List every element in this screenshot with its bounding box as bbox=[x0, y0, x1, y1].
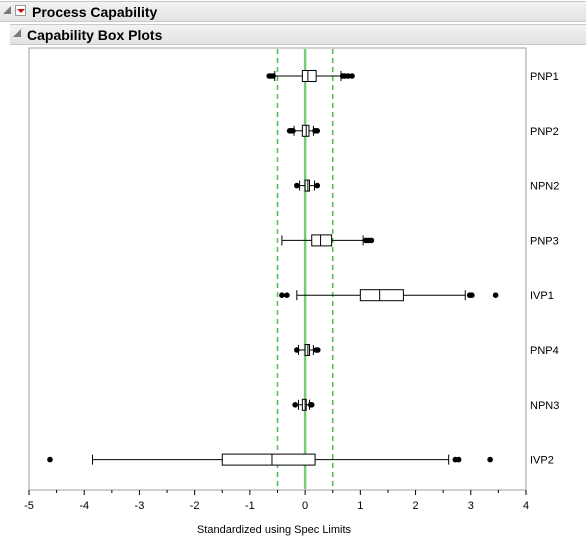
disclosure-triangle-icon[interactable] bbox=[13, 29, 21, 37]
box-plot-pnp3 bbox=[281, 234, 375, 247]
x-tick-label: 0 bbox=[302, 500, 308, 512]
outlier-point[interactable] bbox=[294, 182, 300, 189]
capability-box-plots-title: Capability Box Plots bbox=[27, 27, 163, 43]
outlier-point[interactable] bbox=[314, 128, 321, 134]
x-tick-label: -1 bbox=[245, 500, 255, 512]
outlier-point[interactable] bbox=[349, 73, 355, 79]
iqr-box bbox=[301, 70, 317, 82]
x-tick-label: 3 bbox=[468, 500, 474, 512]
x-tick-label: -3 bbox=[135, 500, 145, 512]
outlier-point[interactable] bbox=[469, 292, 475, 299]
outlier-point[interactable] bbox=[315, 347, 321, 353]
outlier-point[interactable] bbox=[308, 402, 315, 408]
x-tick-label: 1 bbox=[357, 500, 363, 512]
box-plot-ivp1 bbox=[279, 289, 499, 302]
outlier-point[interactable] bbox=[279, 292, 285, 299]
x-axis-title: Standardized using Spec Limits bbox=[197, 524, 352, 536]
x-tick-label: -4 bbox=[79, 500, 89, 512]
disclosure-triangle-icon[interactable] bbox=[3, 6, 11, 14]
outlier-point[interactable] bbox=[455, 456, 462, 463]
box-plot-pnp2 bbox=[286, 124, 321, 137]
box-plot-npn2 bbox=[294, 179, 321, 192]
iqr-box bbox=[221, 453, 316, 466]
outlier-point[interactable] bbox=[290, 128, 296, 134]
row-label-ivp1: IVP1 bbox=[530, 290, 554, 302]
outlier-point[interactable] bbox=[314, 182, 321, 189]
iqr-box bbox=[301, 124, 310, 137]
outlier-point[interactable] bbox=[292, 402, 298, 408]
x-tick-label: -2 bbox=[190, 500, 200, 512]
outlier-point[interactable] bbox=[270, 73, 276, 79]
iqr-box bbox=[304, 344, 311, 356]
row-label-npn3: NPN3 bbox=[530, 400, 559, 412]
outlier-point[interactable] bbox=[47, 456, 53, 463]
box-plot-ivp2 bbox=[47, 453, 493, 466]
row-label-npn2: NPN2 bbox=[530, 181, 559, 193]
row-label-pnp4: PNP4 bbox=[530, 345, 559, 357]
x-tick-label: 2 bbox=[412, 500, 418, 512]
process-capability-title: Process Capability bbox=[32, 4, 158, 20]
outlier-point[interactable] bbox=[492, 292, 499, 299]
box-plot-pnp1 bbox=[266, 70, 355, 82]
iqr-box bbox=[359, 289, 404, 302]
iqr-box bbox=[301, 398, 307, 411]
box-plot-pnp4 bbox=[294, 344, 321, 356]
x-tick-label: -5 bbox=[24, 500, 34, 512]
row-label-pnp1: PNP1 bbox=[530, 71, 559, 83]
x-tick-label: 4 bbox=[523, 500, 529, 512]
outlier-point[interactable] bbox=[368, 237, 375, 244]
outlier-point[interactable] bbox=[284, 292, 290, 299]
outlier-point[interactable] bbox=[294, 347, 300, 353]
row-label-pnp3: PNP3 bbox=[530, 235, 559, 247]
outlier-point[interactable] bbox=[345, 73, 351, 79]
box-plot-npn3 bbox=[292, 398, 315, 411]
process-capability-header[interactable]: Process Capability bbox=[0, 1, 586, 22]
outlier-point[interactable] bbox=[487, 456, 493, 463]
capability-box-plots-header[interactable]: Capability Box Plots bbox=[10, 24, 586, 45]
red-triangle-menu-icon[interactable] bbox=[15, 5, 26, 16]
row-label-pnp2: PNP2 bbox=[530, 126, 559, 138]
row-label-ivp2: IVP2 bbox=[530, 455, 554, 467]
iqr-box bbox=[304, 179, 311, 192]
iqr-box bbox=[311, 234, 333, 247]
